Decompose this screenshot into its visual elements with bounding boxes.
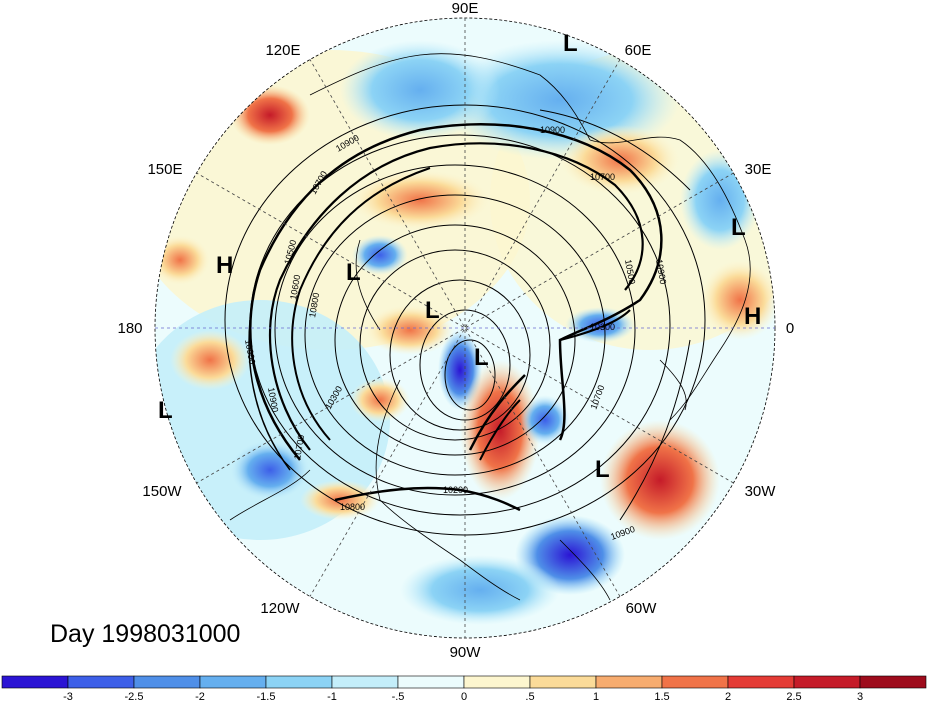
colorbar-tick-label: -2 bbox=[195, 691, 205, 702]
contour-label: 10900 bbox=[266, 387, 280, 413]
longitude-labels: 90E 60E 30E 0 30W 60W 90W 120W 150W 180 … bbox=[117, 0, 794, 661]
colorbar-swatch bbox=[67, 675, 135, 689]
colorbar-tick-label: -1.5 bbox=[257, 691, 276, 702]
contour-label: 10800 bbox=[340, 502, 365, 512]
contour-label: 10600 bbox=[288, 274, 302, 300]
colorbar-swatch bbox=[1, 675, 69, 689]
contour-label: 10800 bbox=[307, 292, 321, 318]
colorbar-swatch bbox=[265, 675, 333, 689]
contour-label: 10300 bbox=[590, 322, 615, 332]
colorbar-tick-label: 2.5 bbox=[786, 691, 801, 702]
coastlines bbox=[229, 53, 751, 601]
lon-label-60e: 60E bbox=[625, 42, 652, 59]
lon-label-60w: 60W bbox=[626, 600, 658, 617]
lon-label-30e: 30E bbox=[745, 161, 772, 178]
colorbar-tick-label: 3 bbox=[857, 691, 863, 702]
low-center: L bbox=[474, 344, 489, 371]
contour-label: 10900 bbox=[654, 259, 668, 285]
colorbar-tick-label: 1.5 bbox=[654, 691, 669, 702]
colorbar-tick-label: -1 bbox=[327, 691, 337, 702]
colorbar: -3 -2.5 -2 -1.5 -1 -.5 0 .5 1 1.5 2 2.5 3 bbox=[1, 675, 927, 702]
lon-label-150w: 150W bbox=[142, 483, 182, 500]
lon-label-90w: 90W bbox=[450, 644, 482, 661]
low-center: L bbox=[425, 297, 440, 324]
lon-label-0: 0 bbox=[786, 320, 794, 337]
colorbar-tick-label: -3 bbox=[63, 691, 73, 702]
colorbar-tick-label: 0 bbox=[461, 691, 467, 702]
contour-label: 10500 bbox=[623, 259, 637, 285]
contour-label: 10900 bbox=[540, 125, 565, 135]
lon-label-180: 180 bbox=[117, 320, 142, 337]
contour-label: 10900 bbox=[243, 339, 257, 365]
lon-label-150e: 150E bbox=[147, 161, 182, 178]
contour-label: 10200 bbox=[443, 485, 468, 495]
contour-label: 10700 bbox=[292, 434, 306, 460]
colorbar-swatch bbox=[727, 675, 795, 689]
high-center: H bbox=[744, 303, 761, 330]
lon-label-90e: 90E bbox=[452, 0, 479, 17]
colorbar-swatch bbox=[331, 675, 399, 689]
low-center: L bbox=[346, 259, 361, 286]
day-title: Day 1998031000 bbox=[50, 620, 241, 648]
colorbar-tick-label: -.5 bbox=[392, 691, 405, 702]
colorbar-swatch bbox=[133, 675, 201, 689]
colorbar-tick-label: 2 bbox=[725, 691, 731, 702]
lon-label-120e: 120E bbox=[265, 42, 300, 59]
lon-label-30w: 30W bbox=[745, 483, 777, 500]
colorbar-swatch bbox=[529, 675, 597, 689]
lon-label-120w: 120W bbox=[260, 600, 300, 617]
low-center: L bbox=[158, 397, 173, 424]
colorbar-tick-label: 1 bbox=[593, 691, 599, 702]
colorbar-swatch bbox=[463, 675, 531, 689]
high-center: H bbox=[216, 252, 233, 279]
colorbar-tick-label: -2.5 bbox=[125, 691, 144, 702]
low-center: L bbox=[563, 30, 578, 57]
low-center: L bbox=[595, 456, 610, 483]
graticule bbox=[154, 17, 776, 639]
contour-label: 10700 bbox=[590, 172, 615, 182]
colorbar-swatch bbox=[199, 675, 267, 689]
pressure-centers: L L L L L L L H H bbox=[158, 30, 761, 483]
colorbar-swatch bbox=[793, 675, 861, 689]
colorbar-swatch bbox=[397, 675, 465, 689]
colorbar-swatch bbox=[859, 675, 927, 689]
colorbar-swatch bbox=[661, 675, 729, 689]
low-center: L bbox=[731, 214, 746, 241]
colorbar-tick-label: .5 bbox=[525, 691, 534, 702]
colorbar-swatch bbox=[595, 675, 663, 689]
